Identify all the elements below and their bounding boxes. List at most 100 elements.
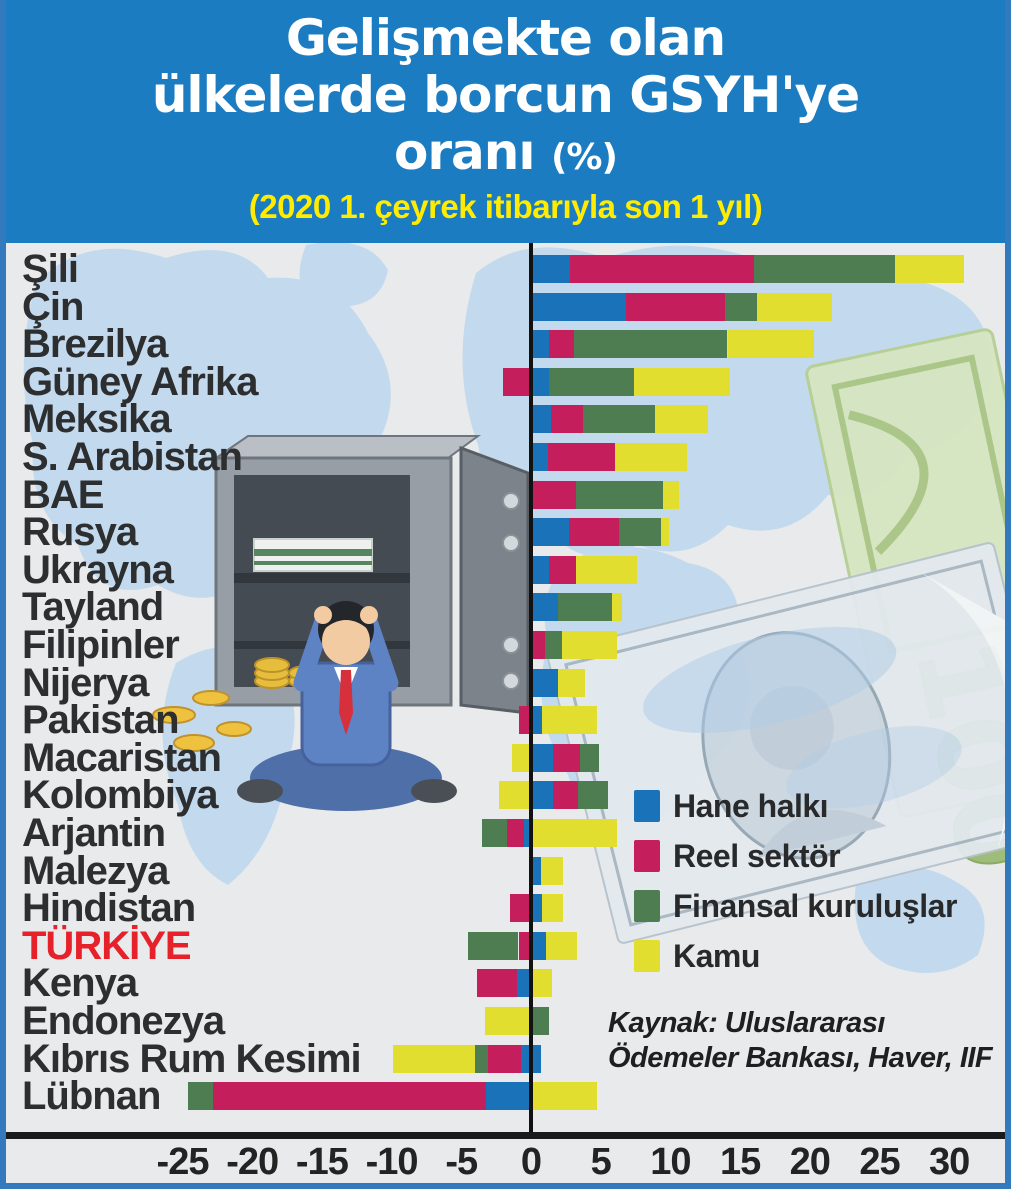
worried-man-illustration	[237, 601, 457, 811]
bar-segment-fin	[579, 743, 600, 772]
x-tick-label: -5	[445, 1141, 478, 1183]
bar-segment-kamu	[511, 743, 531, 772]
x-tick-label: 15	[719, 1141, 761, 1183]
country-label: Meksika	[22, 397, 172, 442]
bar-segment-hane	[531, 443, 548, 471]
bar-segment-hane	[531, 255, 570, 283]
bar-segment-reel	[518, 931, 531, 960]
bar-segment-fin	[574, 330, 728, 359]
country-label: Çin	[22, 284, 84, 329]
dollar-bill-illustration	[546, 542, 1005, 944]
country-label: Macaristan	[22, 735, 222, 780]
bar-segment-reel	[568, 518, 619, 547]
bar-segment-kamu	[660, 518, 669, 547]
bar-segment-kamu	[663, 480, 679, 509]
bar-segment-fin	[468, 931, 519, 960]
bar-segment-fin	[724, 292, 757, 321]
bar-segment-kamu	[557, 668, 586, 697]
country-label: TÜRKİYE	[22, 923, 192, 968]
bar-segment-reel	[510, 894, 531, 923]
bar-segment-reel	[476, 969, 517, 998]
bar-segment-reel	[549, 555, 576, 584]
bar-segment-hane	[531, 706, 543, 735]
bar-segment-kamu	[540, 856, 564, 885]
bar-segment-hane	[531, 668, 558, 697]
bar-segment-fin	[531, 1007, 550, 1035]
bar-segment-fin	[544, 631, 562, 659]
bar-segment-reel	[550, 405, 583, 434]
x-tick-label: 30	[929, 1141, 970, 1183]
bar-segment-kamu	[542, 894, 564, 923]
title-line-1: Gelişmekte olan	[285, 9, 726, 67]
bar-segment-reel	[213, 1082, 487, 1111]
bar-segment-hane	[517, 969, 531, 998]
header: Gelişmekte olan ülkelerde borcun GSYH'ye…	[6, 0, 1005, 243]
x-tick-label: -15	[295, 1141, 349, 1183]
x-tick-label: -25	[156, 1141, 210, 1183]
bar-segment-kamu	[542, 706, 597, 735]
country-label: Ukrayna	[22, 547, 174, 592]
bar-segment-hane	[531, 518, 569, 547]
x-tick-label: 20	[789, 1141, 831, 1183]
bar-segment-reel	[553, 781, 579, 810]
bar-segment-reel	[547, 443, 615, 471]
bar-segment-hane	[531, 894, 543, 923]
bar-segment-kamu	[655, 405, 709, 434]
country-labels-layer: Şili Çin Brezilya Güney Afrika Meksika S. Ara…	[6, 243, 1005, 1139]
country-label: Hindistan	[22, 886, 196, 931]
country-label: Pakistan	[22, 698, 180, 743]
bar-segment-hane	[531, 593, 558, 622]
title-percent-suffix: (%)	[550, 137, 618, 178]
country-label: Şili	[22, 247, 79, 291]
bar-segment-reel	[553, 743, 580, 772]
bar-segment-kamu	[546, 931, 577, 960]
country-label: Kenya	[22, 961, 138, 1006]
country-label: Malezya	[22, 848, 169, 893]
title-line-3: oranı	[394, 123, 535, 181]
bar-segment-kamu	[727, 330, 814, 359]
bar-segment-reel	[531, 631, 545, 659]
bar-segment-hane	[531, 405, 551, 434]
x-tick-label: -20	[226, 1141, 279, 1183]
bar-segment-kamu	[634, 367, 731, 396]
bar-segment-reel	[518, 706, 531, 735]
x-tick-label: 0	[520, 1141, 542, 1183]
bar-segment-hane	[531, 555, 550, 584]
bar-segment-kamu	[756, 292, 833, 321]
country-label: S. Arabistan	[22, 435, 243, 479]
x-tick-label: 5	[590, 1141, 612, 1183]
chart-subtitle: (2020 1. çeyrek itibarıyla son 1 yıl)	[248, 188, 763, 225]
bar-segment-kamu	[575, 555, 637, 584]
country-label: Brezilya	[22, 322, 168, 367]
bar-segment-hane	[524, 819, 531, 847]
chart-area: 100	[6, 243, 1005, 1139]
bar-segment-kamu	[498, 781, 531, 810]
country-label: BAE	[22, 472, 104, 517]
bar-segment-hane	[531, 330, 550, 359]
bar-segment-kamu	[894, 255, 965, 283]
bar-segment-fin	[188, 1082, 214, 1111]
bar-segment-hane	[531, 743, 554, 772]
bar-segment-fin	[549, 367, 635, 396]
bar-segment-hane	[531, 781, 554, 810]
bar-segment-kamu	[485, 1007, 531, 1035]
bar-segment-kamu	[393, 1044, 476, 1073]
bar-segment-reel	[549, 330, 575, 359]
bar-segment-reel	[570, 255, 754, 283]
cash-bundle-illustration	[253, 538, 373, 572]
bar-segment-kamu	[531, 969, 552, 998]
bar-segment-fin	[582, 405, 656, 434]
country-label: Arjantin	[22, 811, 166, 855]
gold-coins-illustration	[152, 690, 252, 752]
bar-segment-hane	[531, 292, 626, 321]
bar-segment-kamu	[531, 1082, 597, 1111]
bar-segment-reel	[531, 480, 576, 509]
bar-segment-fin	[754, 255, 895, 283]
bar-segment-kamu	[561, 631, 618, 659]
country-label: Endonezya	[22, 999, 225, 1043]
bar-segment-reel	[487, 1044, 522, 1073]
country-label: Güney Afrika	[22, 359, 258, 404]
bar-segment-reel	[507, 819, 524, 847]
background-illustrations: 100	[23, 243, 1005, 973]
country-label: Kolombiya	[22, 773, 218, 818]
